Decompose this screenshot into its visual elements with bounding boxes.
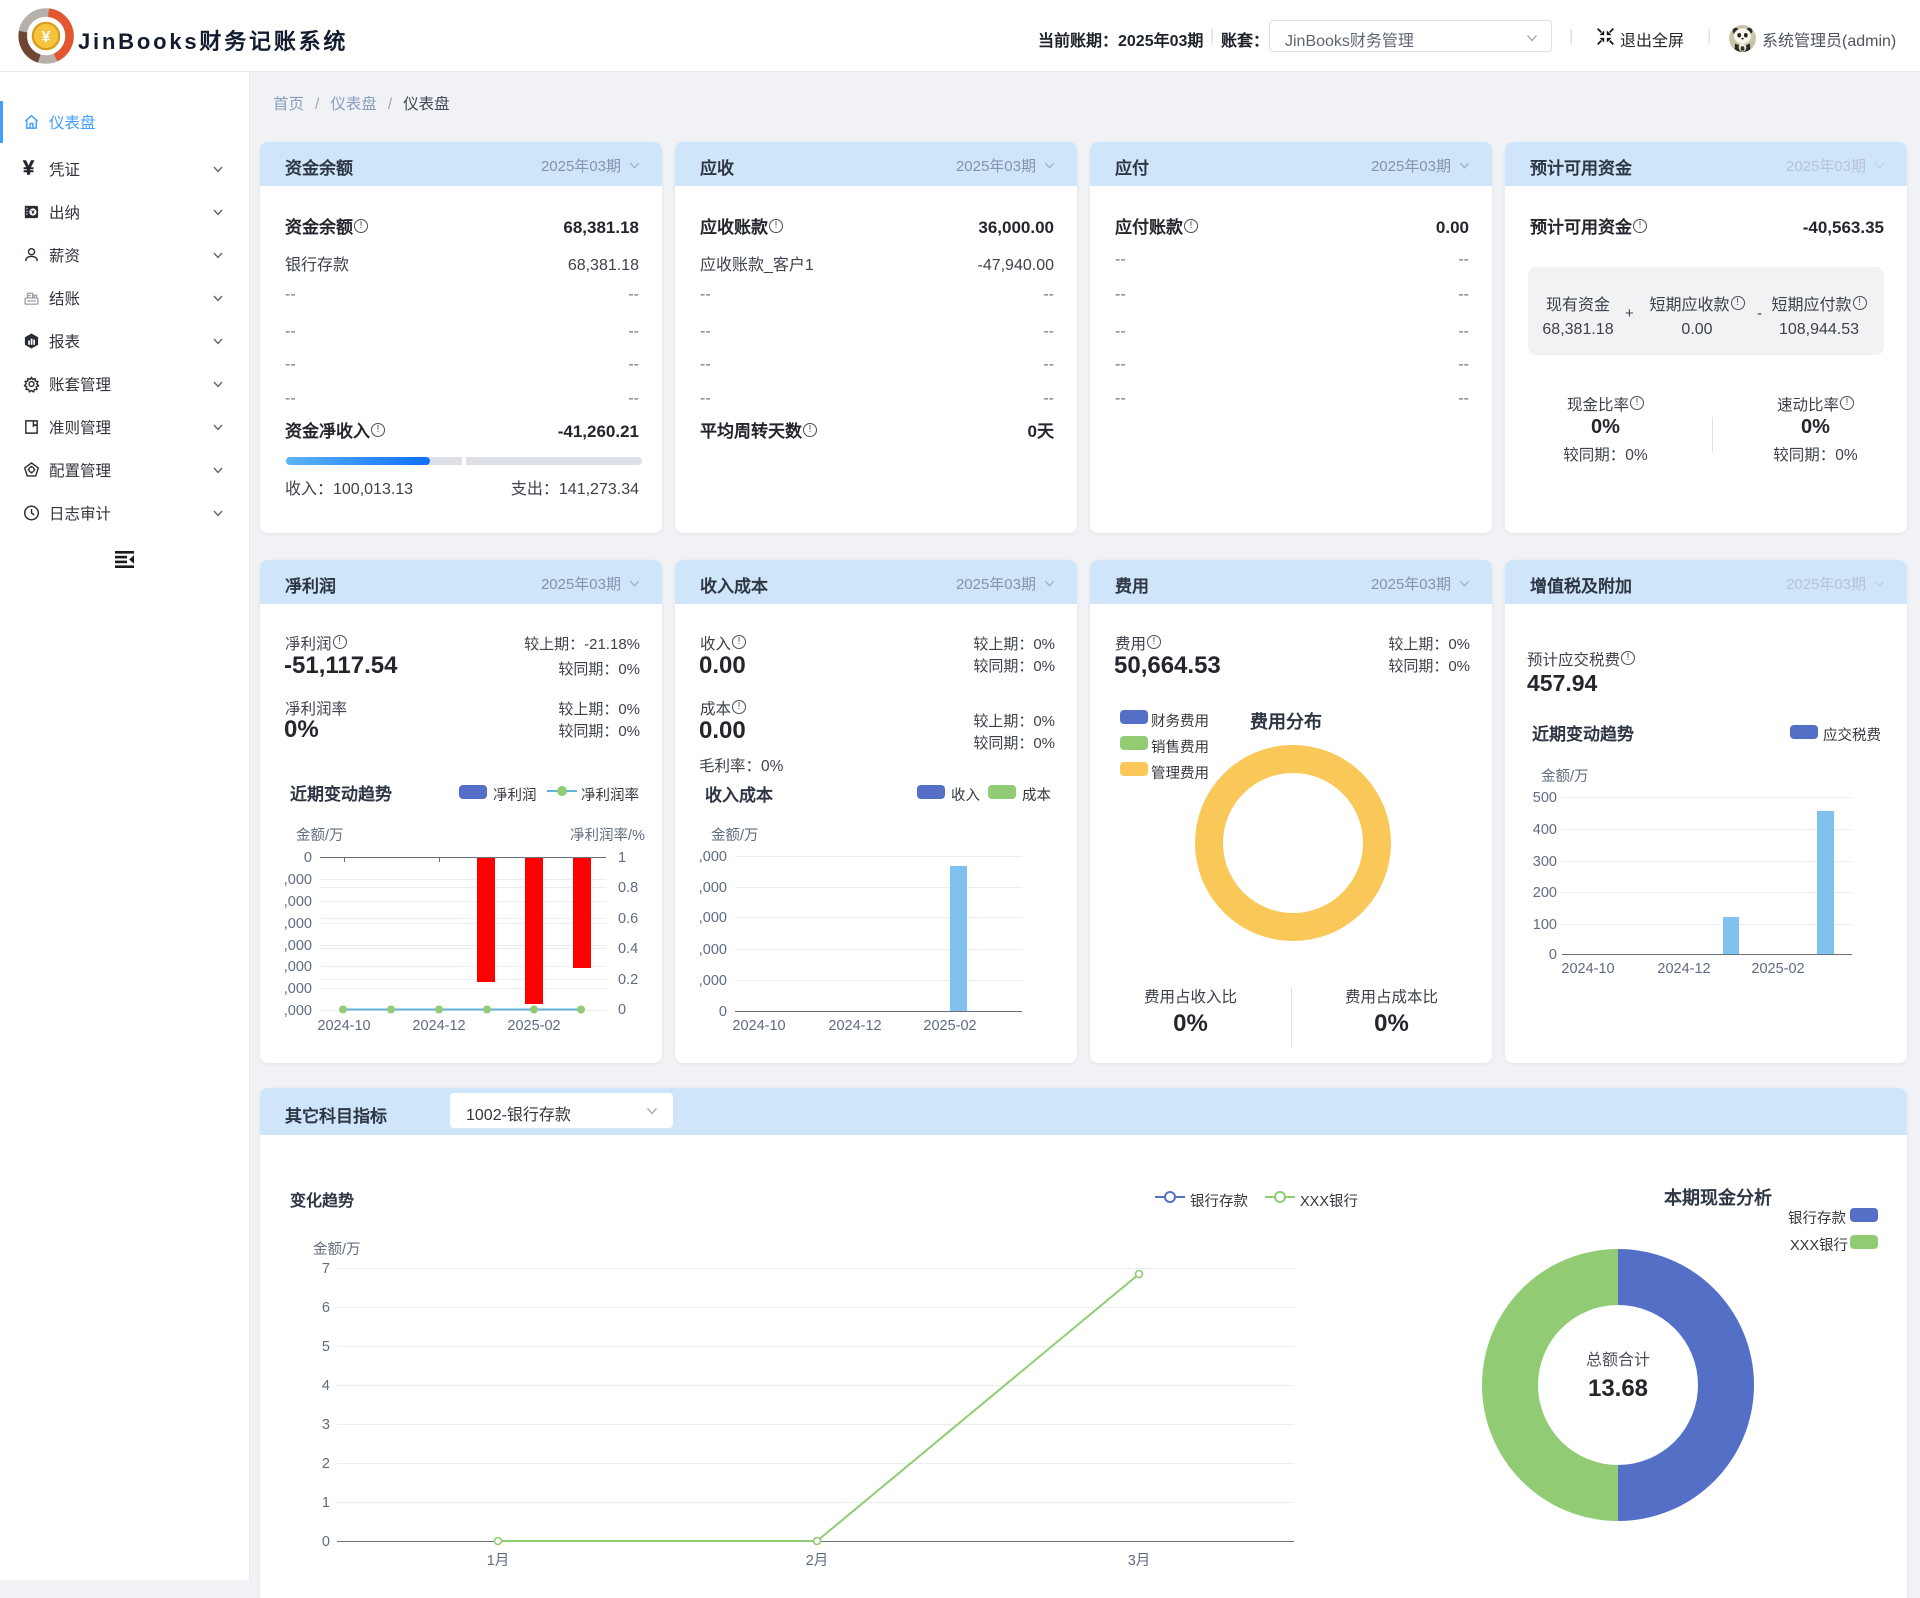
svg-text:¥: ¥: [42, 29, 51, 46]
